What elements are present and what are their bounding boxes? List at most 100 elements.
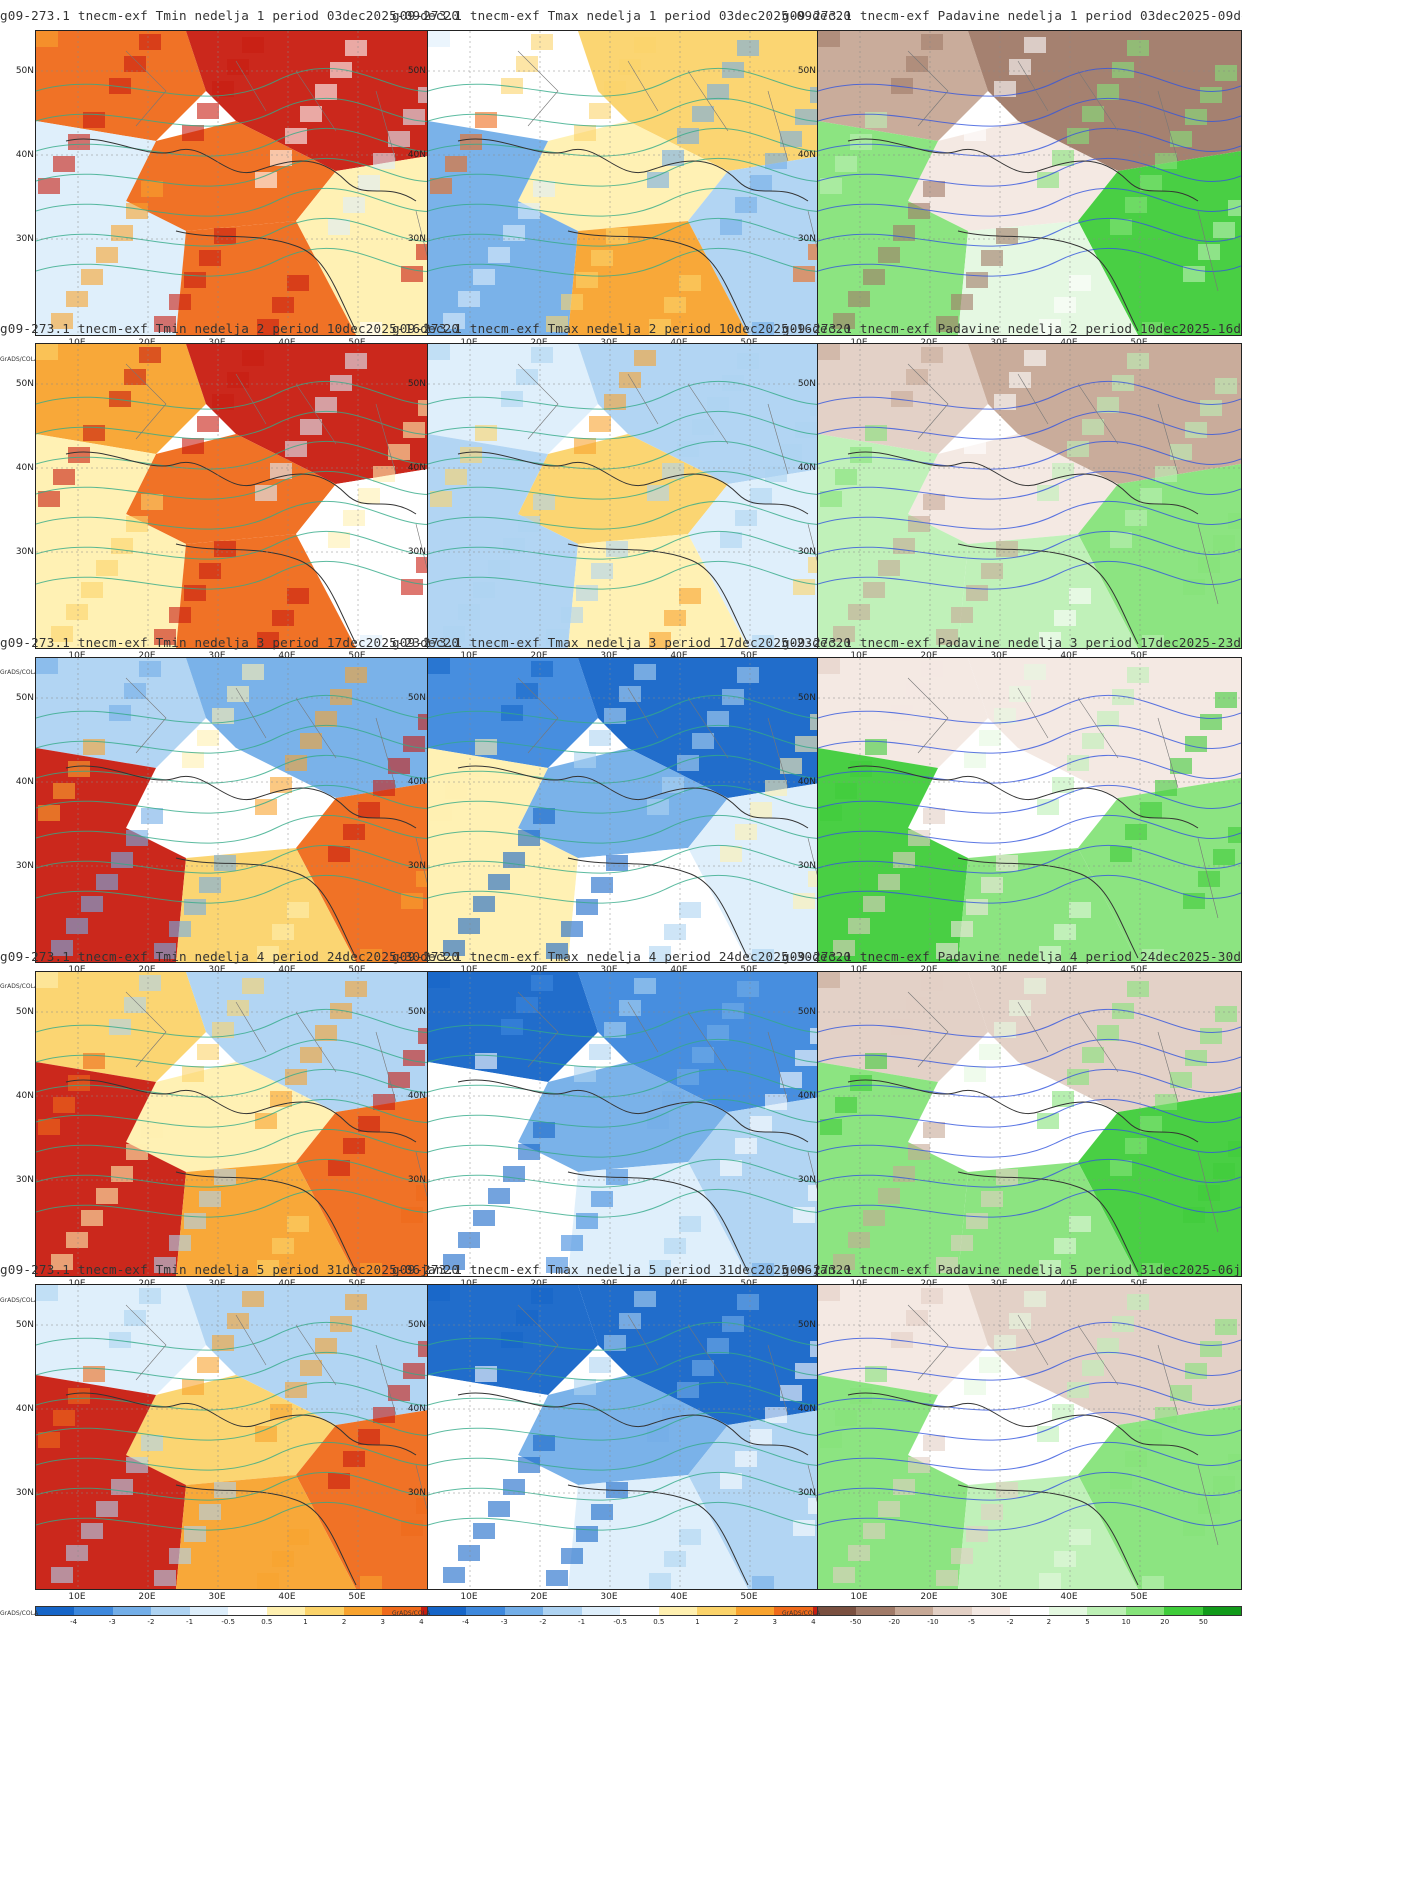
brand-label: GrADS/COLA bbox=[0, 983, 39, 990]
lon-label: 10E bbox=[850, 651, 868, 661]
contour-line bbox=[36, 440, 459, 470]
grid-cell bbox=[328, 1160, 350, 1176]
grid-cell bbox=[936, 1257, 958, 1273]
map-area bbox=[427, 343, 852, 649]
grid-cell bbox=[865, 425, 887, 441]
lat-label: 50N bbox=[797, 66, 816, 76]
color-swatch bbox=[818, 1607, 857, 1615]
grid-cell bbox=[1185, 1050, 1207, 1066]
grid-cell bbox=[1054, 297, 1076, 313]
anomaly-region bbox=[518, 1062, 728, 1172]
grid-cell bbox=[561, 294, 583, 310]
lon-label: 40E bbox=[1060, 965, 1078, 975]
contour-line bbox=[428, 500, 851, 530]
grid-cell bbox=[921, 347, 943, 363]
grid-cell bbox=[604, 81, 626, 97]
grid-cell bbox=[589, 730, 611, 746]
color-swatch bbox=[658, 1607, 698, 1615]
contour-line bbox=[428, 187, 851, 217]
grid-cell bbox=[126, 516, 148, 532]
grid-cell bbox=[83, 739, 105, 755]
grid-cell bbox=[533, 181, 555, 197]
grid-cell bbox=[780, 444, 802, 460]
contour-line bbox=[428, 1098, 851, 1128]
grid-cell bbox=[242, 978, 264, 994]
map-area bbox=[427, 1284, 852, 1590]
grid-cell bbox=[1170, 1072, 1192, 1088]
map-area bbox=[35, 971, 460, 1277]
lon-label: 20E bbox=[138, 965, 156, 975]
grid-cell bbox=[445, 783, 467, 799]
grid-cell bbox=[979, 1357, 1001, 1373]
anomaly-map bbox=[818, 31, 1241, 335]
grid-cell bbox=[994, 1335, 1016, 1351]
anomaly-map bbox=[36, 1285, 459, 1589]
grid-cell bbox=[1125, 824, 1147, 840]
grid-cell bbox=[1200, 1341, 1222, 1357]
grid-cell bbox=[255, 1113, 277, 1129]
contour-line bbox=[36, 814, 459, 844]
grid-cell bbox=[66, 291, 88, 307]
grid-cell bbox=[979, 1044, 1001, 1060]
grid-cell bbox=[315, 1338, 337, 1354]
grid-cell bbox=[373, 1094, 395, 1110]
lon-label: 10E bbox=[68, 1592, 86, 1602]
grid-cell bbox=[430, 1432, 452, 1448]
grid-cell bbox=[1037, 1113, 1059, 1129]
grid-cell bbox=[111, 852, 133, 868]
lon-label: 50E bbox=[1130, 1592, 1148, 1602]
lat-label: 30N bbox=[15, 234, 34, 244]
lon-label: 40E bbox=[1060, 651, 1078, 661]
grid-cell bbox=[908, 1144, 930, 1160]
color-swatch bbox=[856, 1607, 895, 1615]
lon-label: 30E bbox=[990, 965, 1008, 975]
anomaly-region bbox=[1078, 464, 1241, 648]
grid-cell bbox=[561, 921, 583, 937]
grid-cell bbox=[428, 344, 450, 360]
grid-cell bbox=[906, 56, 928, 72]
contour-line bbox=[428, 1381, 851, 1411]
grid-cell bbox=[328, 532, 350, 548]
brand-label: GrADS/COLA bbox=[0, 669, 39, 676]
grid-cell bbox=[428, 31, 450, 47]
grid-cell bbox=[649, 1573, 671, 1589]
grid-cell bbox=[664, 1238, 686, 1254]
grid-cell bbox=[1067, 441, 1089, 457]
grid-cell bbox=[501, 78, 523, 94]
grid-cell bbox=[679, 588, 701, 604]
grid-cell bbox=[182, 752, 204, 768]
contour-line bbox=[36, 724, 459, 754]
contour-line bbox=[36, 380, 459, 410]
color-swatch bbox=[620, 1607, 659, 1615]
grid-cell bbox=[735, 510, 757, 526]
grid-cell bbox=[833, 626, 855, 642]
grid-cell bbox=[518, 203, 540, 219]
grid-cell bbox=[212, 81, 234, 97]
grid-cell bbox=[169, 607, 191, 623]
grid-cell bbox=[473, 269, 495, 285]
grid-cell bbox=[124, 683, 146, 699]
grid-cell bbox=[951, 294, 973, 310]
grid-cell bbox=[184, 1213, 206, 1229]
lon-label: 30E bbox=[208, 1592, 226, 1602]
grid-cell bbox=[533, 808, 555, 824]
grid-cell bbox=[197, 103, 219, 119]
contour-line bbox=[818, 724, 1241, 754]
grid-cell bbox=[343, 824, 365, 840]
grid-cell bbox=[677, 755, 699, 771]
grid-cell bbox=[126, 830, 148, 846]
grid-cell bbox=[921, 975, 943, 991]
lat-label: 40N bbox=[797, 1091, 816, 1101]
grid-cell bbox=[591, 1504, 613, 1520]
grid-cell bbox=[182, 1066, 204, 1082]
contour-line bbox=[36, 784, 459, 814]
grid-cell bbox=[1200, 1028, 1222, 1044]
grid-cell bbox=[111, 1479, 133, 1495]
coastline bbox=[457, 765, 809, 959]
grid-cell bbox=[1185, 1363, 1207, 1379]
lat-label: 50N bbox=[407, 379, 426, 389]
grid-cell bbox=[793, 1207, 815, 1223]
grid-cell bbox=[533, 494, 555, 510]
grid-cell bbox=[501, 391, 523, 407]
color-bar-label: -3 bbox=[500, 1618, 508, 1626]
